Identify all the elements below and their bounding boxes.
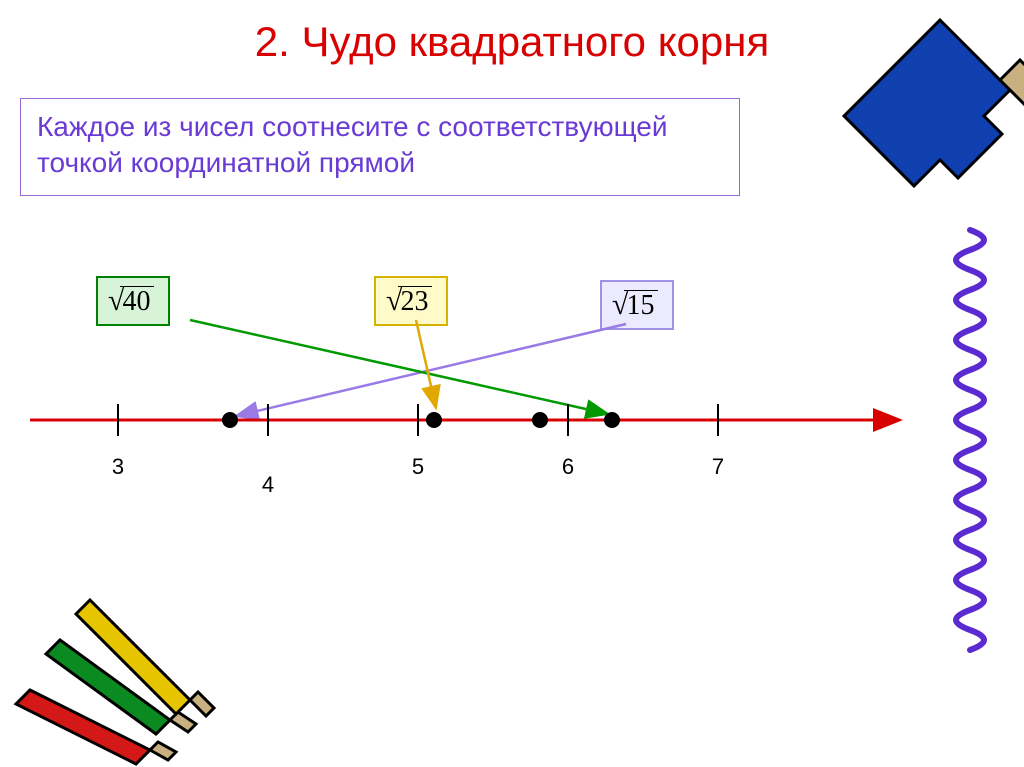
diagram-svg	[0, 0, 1024, 767]
